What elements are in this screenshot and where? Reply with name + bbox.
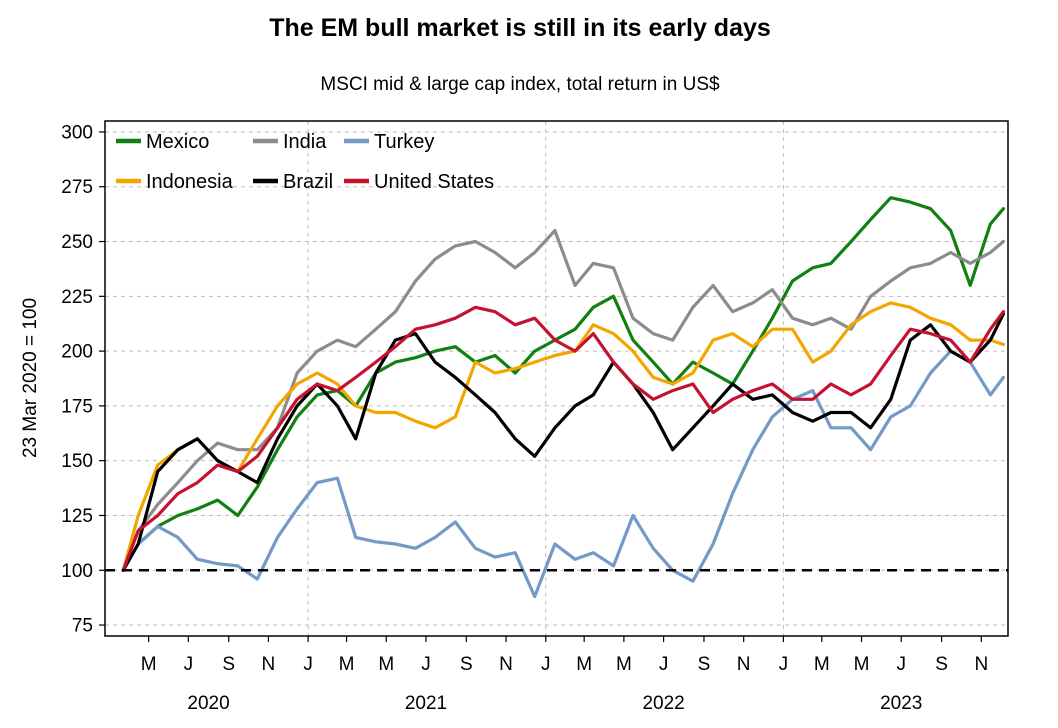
x-tick-label: M [814,654,830,675]
x-tick-label: N [262,654,276,675]
x-tick-label: N [499,654,513,675]
x-tick-label: J [541,654,551,675]
x-tick-label: N [737,654,751,675]
x-tick-label: S [698,654,711,675]
series-line-turkey [121,349,1005,599]
y-tick-label: 200 [61,342,93,363]
x-tick-label: N [974,654,988,675]
y-tick-label: 100 [61,561,93,582]
series-line-india [121,229,1005,572]
y-tick-label: 275 [61,177,93,198]
x-tick-label: M [576,654,592,675]
x-tick-label: J [421,654,431,675]
x-year-label: 2021 [405,693,447,714]
legend-label-indonesia: Indonesia [146,171,234,193]
x-tick-label: J [184,654,194,675]
x-tick-label: S [460,654,473,675]
y-axis-label: 23 Mar 2020 = 100 [20,298,41,458]
y-tick-label: 225 [61,287,93,308]
x-tick-label: S [935,654,948,675]
x-tick-label: M [141,654,157,675]
legend-label-mexico: Mexico [146,131,209,153]
y-tick-label: 300 [61,122,93,143]
x-tick-label: S [222,654,235,675]
series-layer [121,196,1005,599]
x-tick-label: M [854,654,870,675]
legend-label-india: India [283,131,327,153]
series-line-mexico [121,196,1005,572]
x-year-label: 2020 [187,693,229,714]
y-tick-label: 175 [61,396,93,417]
x-tick-label: M [616,654,632,675]
legend: Mexico India Turkey Indonesia Brazil United S… [116,131,494,193]
y-tick-label: 250 [61,232,93,253]
series-line-brazil [121,312,1005,572]
x-year-label: 2022 [642,693,684,714]
axis-layer: 75 100 125 150 175 200 225 250 275 300 M J S N J M M J S N J… [61,122,988,714]
legend-label-united-states: United States [374,171,494,193]
series-line-indonesia [121,301,1005,572]
x-tick-label: J [896,654,906,675]
y-tick-label: 150 [61,451,93,472]
y-tick-label: 75 [72,616,93,637]
legend-label-turkey: Turkey [374,131,434,153]
chart-title: The EM bull market is still in its early… [269,14,771,42]
legend-label-brazil: Brazil [283,171,333,193]
x-tick-label: J [779,654,789,675]
x-tick-label: M [378,654,394,675]
x-tick-label: M [339,654,355,675]
chart-subtitle: MSCI mid & large cap index, total return… [320,74,720,95]
x-tick-label: J [303,654,313,675]
plot-frame [104,120,1009,637]
x-tick-label: J [659,654,669,675]
x-year-label: 2023 [880,693,922,714]
series-line-united-states [121,305,1005,572]
y-tick-label: 125 [61,506,93,527]
